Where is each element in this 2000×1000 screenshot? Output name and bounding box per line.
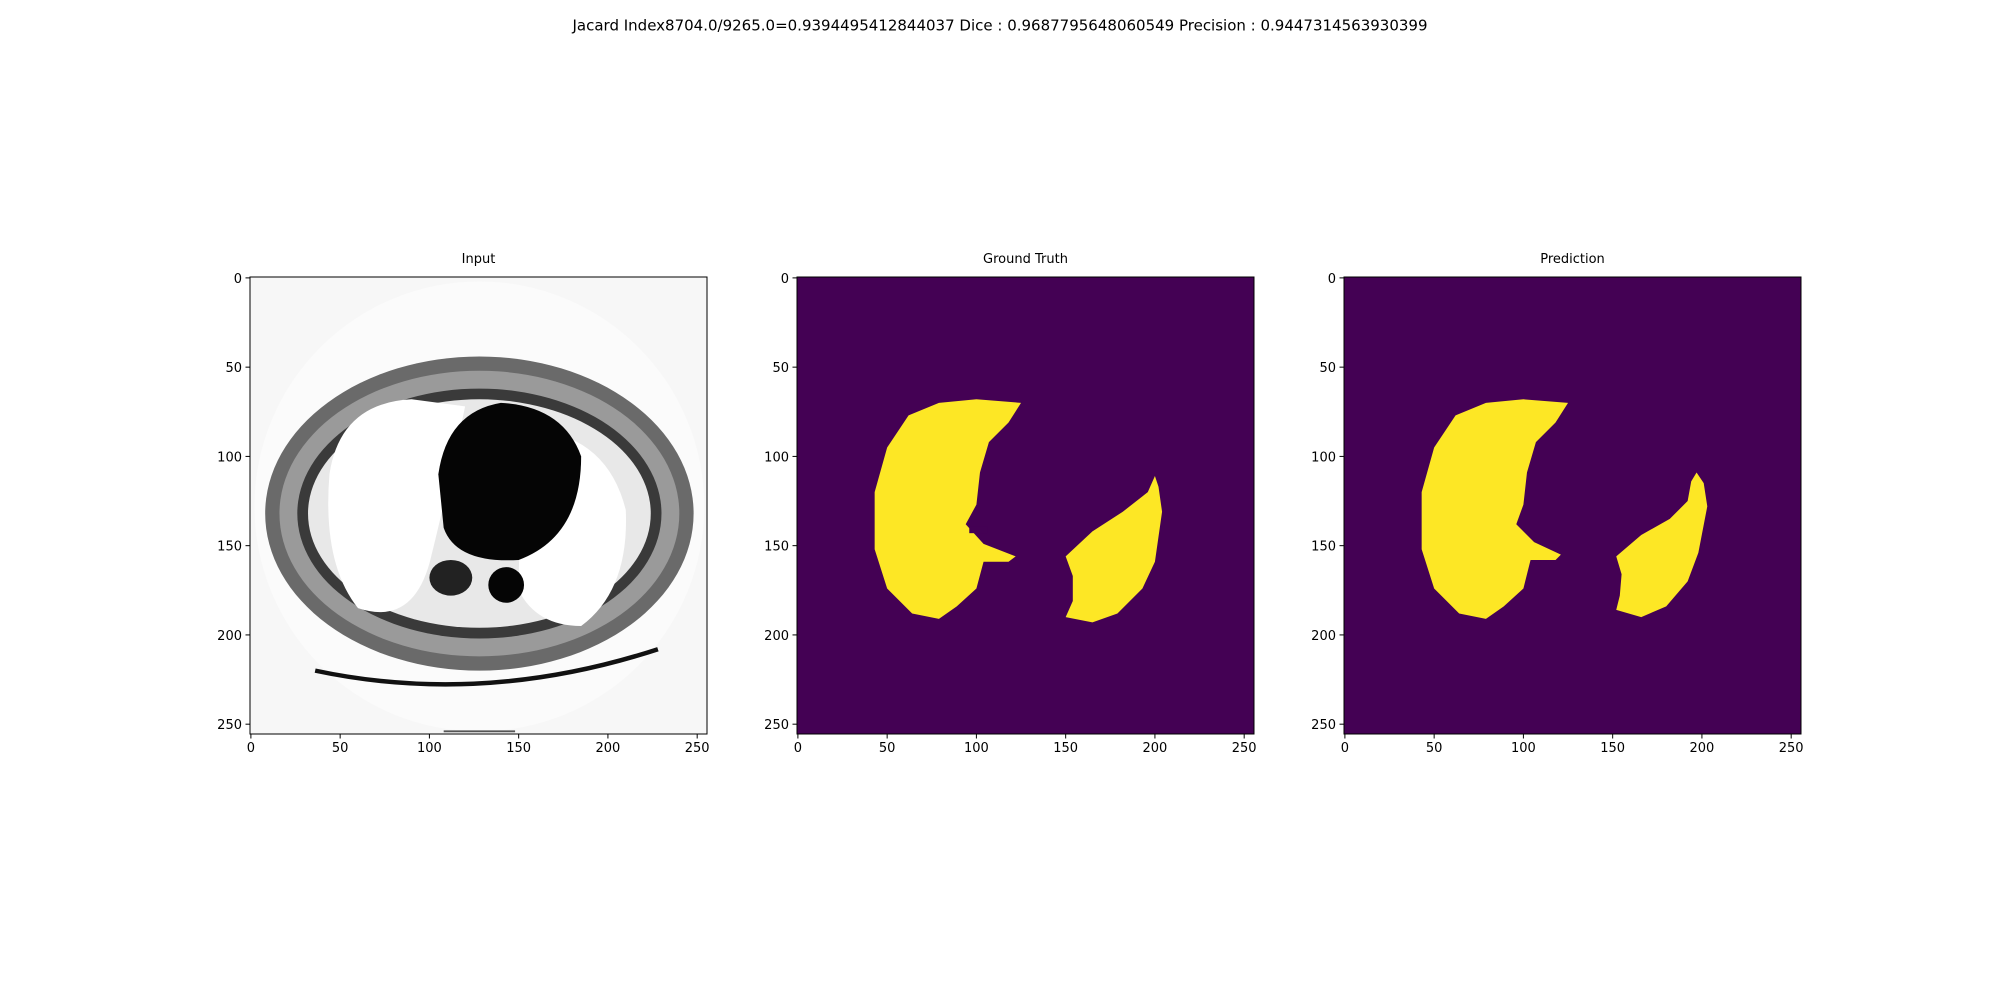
x-tick-label: 250 xyxy=(1232,741,1257,756)
x-tick-label: 150 xyxy=(1053,741,1078,756)
x-tick-label: 250 xyxy=(685,741,710,756)
mask-image xyxy=(797,277,1254,734)
panel-prediction: Prediction 0 50 100 150 200 250 0 50 100 150 200 25… xyxy=(1311,252,1803,756)
y-tick-label: 150 xyxy=(1311,540,1336,555)
y-tick-label: 150 xyxy=(217,540,242,555)
x-tick-label: 100 xyxy=(1511,741,1536,756)
panel-title: Ground Truth xyxy=(983,252,1068,267)
panel-title: Input xyxy=(462,252,496,267)
input-image xyxy=(250,277,707,734)
y-tick-label: 200 xyxy=(217,629,242,644)
y-tick-label: 50 xyxy=(225,361,242,376)
axes-frame xyxy=(249,276,708,735)
y-tick-label: 250 xyxy=(217,718,242,733)
axes-frame xyxy=(796,276,1255,735)
y-tick-label: 200 xyxy=(1311,629,1336,644)
x-tick-label: 0 xyxy=(794,741,802,756)
x-tick-label: 50 xyxy=(1426,741,1443,756)
y-tick-label: 100 xyxy=(764,450,789,465)
x-tick-label: 200 xyxy=(1143,741,1168,756)
x-tick-label: 150 xyxy=(506,741,531,756)
y-tick-label: 50 xyxy=(1319,361,1336,376)
y-tick-label: 200 xyxy=(764,629,789,644)
y-tick-label: 250 xyxy=(1311,718,1336,733)
x-tick-label: 50 xyxy=(332,741,349,756)
x-tick-label: 0 xyxy=(247,741,255,756)
y-tick-label: 100 xyxy=(217,450,242,465)
x-tick-label: 250 xyxy=(1779,741,1804,756)
mask-image xyxy=(1344,277,1801,734)
y-tick-label: 0 xyxy=(1328,272,1336,287)
x-tick-label: 200 xyxy=(596,741,621,756)
y-tick-label: 100 xyxy=(1311,450,1336,465)
panel-input: Input 0 50 100 150 200 250 0 50 100 150 200 250 xyxy=(217,252,709,756)
x-tick-label: 0 xyxy=(1341,741,1349,756)
panel-ground-truth: Ground Truth 0 50 100 150 200 250 0 50 100 150 200… xyxy=(764,252,1256,756)
figure-title: Jacard Index8704.0/9265.0=0.939449541284… xyxy=(572,17,1428,35)
y-tick-label: 0 xyxy=(234,272,242,287)
panel-title: Prediction xyxy=(1540,252,1605,267)
x-tick-label: 50 xyxy=(879,741,896,756)
y-tick-label: 0 xyxy=(781,272,789,287)
axes-frame xyxy=(1343,276,1802,735)
y-tick-label: 250 xyxy=(764,718,789,733)
y-tick-label: 150 xyxy=(764,540,789,555)
x-tick-label: 200 xyxy=(1690,741,1715,756)
x-tick-label: 100 xyxy=(417,741,442,756)
x-tick-label: 150 xyxy=(1600,741,1625,756)
y-tick-label: 50 xyxy=(772,361,789,376)
x-tick-label: 100 xyxy=(964,741,989,756)
